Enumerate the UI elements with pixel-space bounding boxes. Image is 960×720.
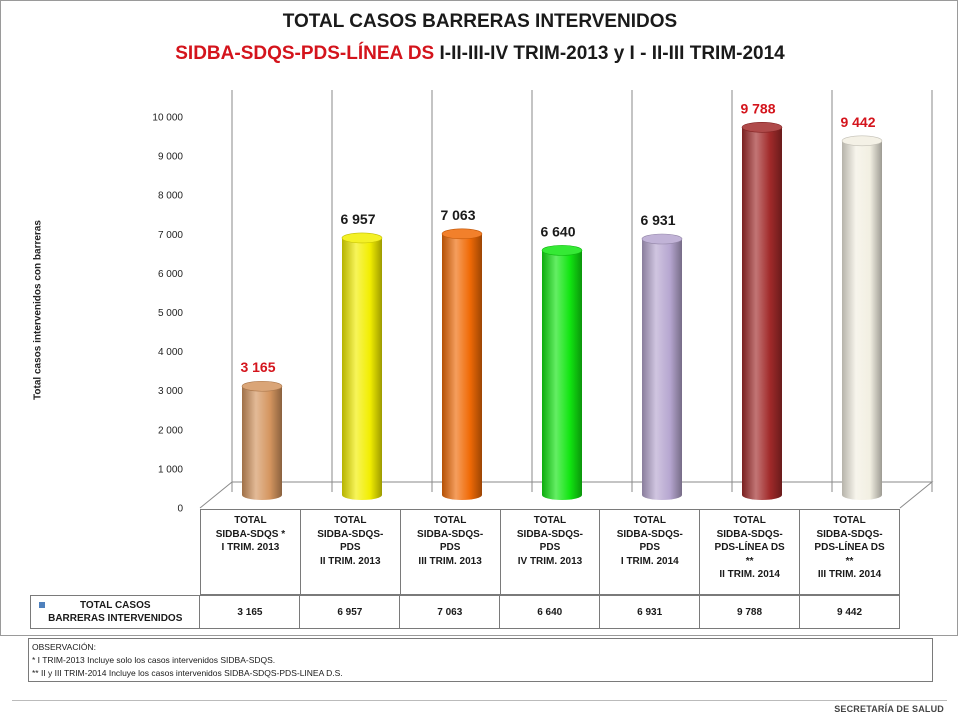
category-label: TOTAL SIDBA-SDQS- PDS-LÍNEA DS ** III TR…: [799, 509, 900, 595]
y-tick-label: 9 000: [158, 152, 183, 163]
legend-label: TOTAL CASOS BARRERAS INTERVENIDOS: [48, 600, 183, 624]
footer-label: SECRETARÍA DE SALUD: [834, 704, 944, 714]
bar-body: [642, 238, 682, 500]
y-tick-label: 7 000: [158, 230, 183, 241]
legend-entry: TOTAL CASOS BARRERAS INTERVENIDOS: [29, 595, 201, 629]
bar: [841, 135, 883, 500]
data-label: 7 063: [440, 207, 475, 223]
footer-divider: [12, 700, 947, 701]
table-value-cell: 9 788: [699, 595, 801, 629]
observation-box: OBSERVACIÓN: * I TRIM-2013 Incluye solo …: [28, 638, 933, 682]
chart-subtitle: SIDBA-SDQS-PDS-LÍNEA DS I-II-III-IV TRIM…: [0, 43, 960, 65]
table-value-cell: 6 640: [499, 595, 601, 629]
data-label: 6 931: [640, 212, 675, 228]
y-tick-label: 3 000: [158, 386, 183, 397]
table-value-cell: 9 442: [799, 595, 900, 629]
bar-body: [242, 386, 282, 500]
table-value-cell: 7 063: [399, 595, 501, 629]
y-tick-label: 0: [177, 504, 183, 515]
bar-body: [542, 250, 582, 500]
bar: [341, 232, 383, 500]
category-label: TOTAL SIDBA-SDQS- PDS-LÍNEA DS ** II TRI…: [699, 509, 801, 595]
table-value-cell: 6 957: [299, 595, 401, 629]
bar-body: [342, 237, 382, 500]
data-label: 6 640: [540, 223, 575, 239]
bar-top: [441, 228, 483, 240]
bars: [241, 121, 883, 501]
bar-top: [741, 121, 783, 133]
bar-top: [641, 233, 683, 245]
table-value-cell: 6 931: [599, 595, 701, 629]
bar-top: [541, 245, 583, 256]
bar-chart: 0 1 000 2 000 3 000 4 000 5 000 6 000 7 000 8 00…: [152, 90, 934, 515]
bar-top: [241, 380, 283, 392]
bar-top: [841, 135, 883, 147]
data-table: TOTAL CASOS BARRERAS INTERVENIDOS 3 165 6…: [29, 595, 900, 629]
y-tick-label: 6 000: [158, 269, 183, 280]
data-label: 6 957: [340, 211, 375, 227]
subtitle-red-part: SIDBA-SDQS-PDS-LÍNEA DS: [175, 43, 435, 64]
bar: [441, 228, 483, 500]
data-label: 9 788: [740, 100, 775, 116]
y-tick-label: 5 000: [158, 308, 183, 319]
y-tick-label: 10 000: [152, 113, 183, 124]
y-tick-label: 4 000: [158, 347, 183, 358]
bar-body: [442, 233, 482, 500]
category-label: TOTAL SIDBA-SDQS- PDS I TRIM. 2014: [599, 509, 701, 595]
table-value-cell: 3 165: [199, 595, 301, 629]
category-label: TOTAL SIDBA-SDQS- PDS II TRIM. 2013: [299, 509, 401, 595]
category-label: TOTAL SIDBA-SDQS- PDS III TRIM. 2013: [399, 509, 501, 595]
bar-body: [842, 140, 882, 500]
observation-note-2: ** II y III TRIM-2014 Incluye los casos …: [32, 668, 343, 678]
category-label: TOTAL SIDBA-SDQS- PDS IV TRIM. 2013: [499, 509, 601, 595]
observation-note-1: * I TRIM-2013 Incluye solo los casos int…: [32, 655, 276, 665]
bar: [741, 121, 783, 501]
legend-swatch-icon: [39, 602, 45, 608]
bar: [541, 245, 583, 500]
y-tick-label: 8 000: [158, 191, 183, 202]
bar-body: [742, 127, 782, 501]
observation-heading: OBSERVACIÓN:: [32, 642, 96, 652]
y-axis: 0 1 000 2 000 3 000 4 000 5 000 6 000 7 000 8 00…: [152, 113, 183, 515]
y-tick-label: 1 000: [158, 464, 183, 475]
category-label: TOTAL SIDBA-SDQS * I TRIM. 2013: [200, 509, 301, 595]
bar: [641, 233, 683, 500]
bar-top: [341, 232, 383, 244]
data-labels: 3 165 6 957 7 063 6 640 6 931 9 788 9 442: [240, 100, 875, 375]
data-label: 3 165: [240, 359, 275, 375]
chart-frame: [0, 0, 958, 636]
bar: [241, 380, 283, 500]
data-label: 9 442: [840, 114, 875, 130]
chart-title: TOTAL CASOS BARRERAS INTERVENIDOS: [282, 11, 678, 32]
y-tick-label: 2 000: [158, 425, 183, 436]
subtitle-dark-part: I-II-III-IV TRIM-2013 y I - II-III TRIM-…: [434, 43, 785, 64]
category-axis-table: TOTAL SIDBA-SDQS * I TRIM. 2013 TOTAL SID…: [200, 509, 900, 595]
